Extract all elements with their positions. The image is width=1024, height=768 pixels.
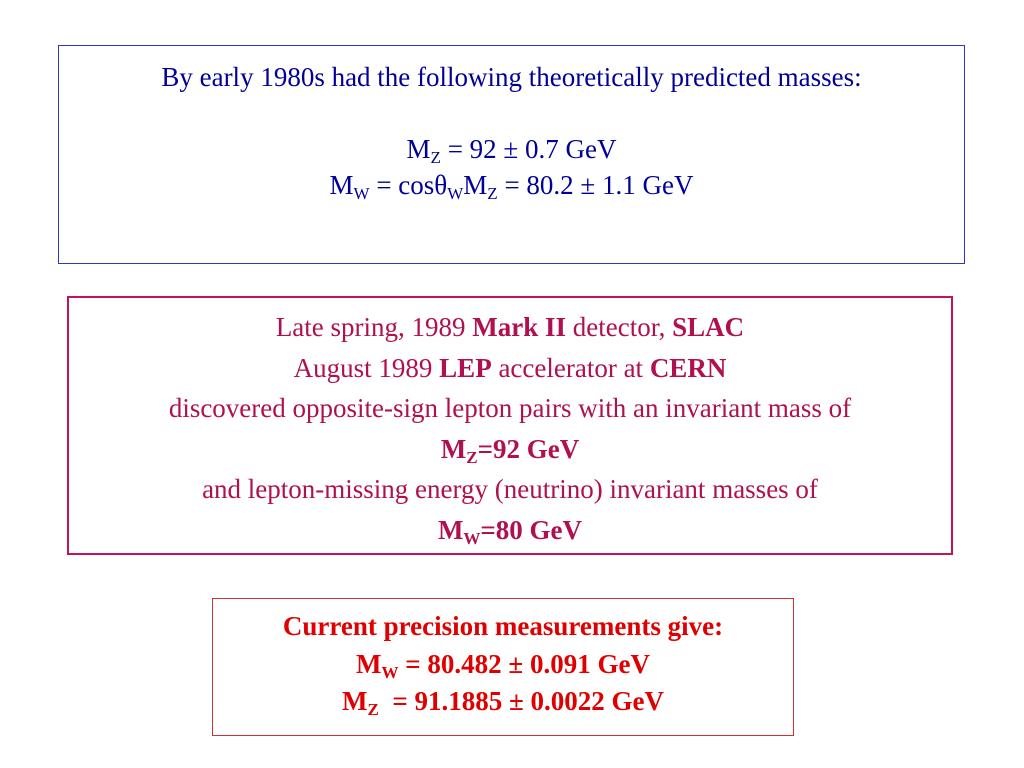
current-measurements-box: Current precision measurements give: MW … [212,598,794,736]
mw-value: = 80.2 ± 1.1 GeV [497,170,694,200]
slac-label: SLAC [672,312,745,342]
predicted-mw-line: MW = cosθWMZ = 80.2 ± 1.1 GeV [59,167,964,203]
predicted-mz-line: MZ = 92 ± 0.7 GeV [59,131,964,167]
discovery-line-cern: August 1989 LEP accelerator at CERN [69,348,951,389]
current-mz: MZ = 91.1885 ± 0.0022 GeV [213,683,793,721]
blank-line [59,95,964,131]
mz-symbol: M [341,686,368,716]
predicted-intro: By early 1980s had the following theoret… [161,62,862,92]
current-heading: Current precision measurements give: [282,611,724,641]
mw-subscript: W [353,184,370,203]
mz-subscript: Z [466,447,478,467]
accelerator-label: accelerator at [491,352,650,383]
predicted-masses-box: By early 1980s had the following theoret… [58,45,965,264]
mw-value: =80 GeV [480,514,583,545]
lep-label: LEP [439,352,492,383]
discovery-box: Late spring, 1989 Mark II detector, SLAC… [67,296,953,555]
cos-theta: = cosθ [369,170,448,200]
detector-label: detector, [566,312,673,342]
mw-subscript: W [463,528,481,548]
discovery-mw: MW=80 GeV [69,510,951,551]
mz-subscript-2: Z [487,184,498,203]
discovery-description: discovered opposite-sign lepton pairs wi… [168,393,852,423]
mw-symbol: M [329,170,354,200]
discovery-line-slac: Late spring, 1989 Mark II detector, SLAC [69,307,951,348]
discovery-description-2: and lepton-missing energy (neutrino) inv… [202,474,818,504]
mw-subscript: W [381,662,399,682]
mz-symbol: M [406,134,431,164]
mz-symbol: M [440,433,467,464]
mw-symbol: M [356,648,382,679]
mz-value: =92 GeV [477,433,580,464]
mw-symbol: M [437,514,464,545]
mw-value: = 80.482 ± 0.091 GeV [398,648,650,679]
current-mw: MW = 80.482 ± 0.091 GeV [213,646,793,684]
mz-subscript: Z [430,148,441,167]
mz-symbol-2: M [463,170,488,200]
theta-subscript: W [447,184,464,203]
cern-label: CERN [649,352,727,383]
mz-value: = 91.1885 ± 0.0022 GeV [378,686,664,716]
discovery-date-1: Late spring, 1989 [275,312,473,342]
mz-value: = 92 ± 0.7 GeV [440,134,617,164]
mz-subscript: Z [367,700,379,719]
mark-ii-label: Mark II [472,312,567,342]
discovery-date-2: August 1989 [293,352,440,383]
discovery-mz: MZ=92 GeV [69,429,951,470]
